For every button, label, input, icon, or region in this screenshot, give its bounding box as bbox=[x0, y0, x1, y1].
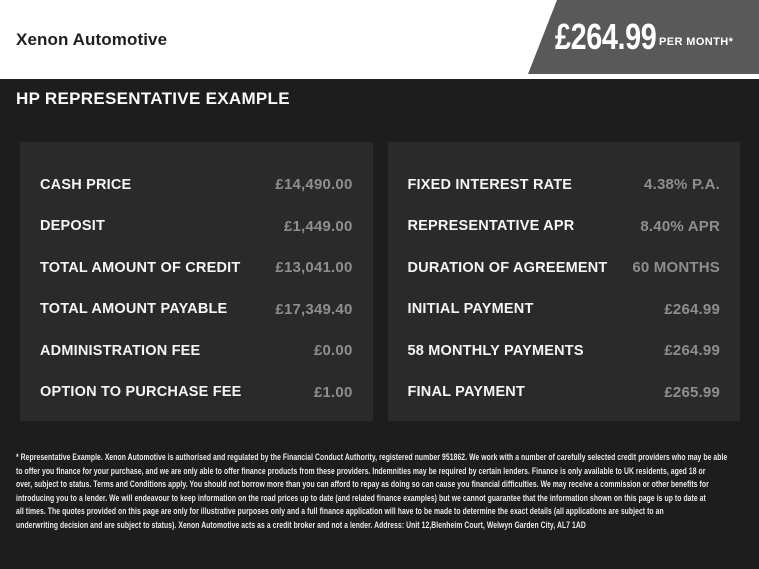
finance-panels: CASH PRICE £14,490.00 DEPOSIT £1,449.00 … bbox=[20, 142, 740, 421]
monthly-price-amount: £264.99 bbox=[555, 16, 657, 57]
main-section: HP REPRESENTATIVE EXAMPLE CASH PRICE £14… bbox=[0, 79, 759, 569]
row-label: DURATION OF AGREEMENT bbox=[407, 259, 608, 276]
disclaimer-line: * Representative Example. Xenon Automoti… bbox=[16, 452, 728, 462]
finance-row-final-payment: FINAL PAYMENT £265.99 bbox=[408, 372, 721, 414]
row-value: £265.99 bbox=[664, 383, 720, 401]
row-label: REPRESENTATIVE APR bbox=[407, 218, 575, 235]
row-value: £264.99 bbox=[664, 300, 720, 318]
header: Xenon Automotive £264.99 PER MONTH* bbox=[0, 0, 759, 79]
row-value: £1,449.00 bbox=[283, 217, 353, 235]
finance-row-fixed-interest-rate: FIXED INTEREST RATE 4.38% P.A. bbox=[408, 164, 721, 206]
row-value: £13,041.00 bbox=[275, 259, 353, 277]
disclaimer-line: to offer you finance for your purchase, … bbox=[16, 465, 706, 476]
disclaimer-line: introducing you to a lender. We will end… bbox=[16, 492, 706, 503]
finance-row-initial-payment: INITIAL PAYMENT £264.99 bbox=[408, 289, 721, 331]
row-value: £14,490.00 bbox=[275, 176, 353, 194]
row-value: £264.99 bbox=[664, 342, 720, 360]
finance-panel-left: CASH PRICE £14,490.00 DEPOSIT £1,449.00 … bbox=[20, 142, 373, 421]
finance-row-representative-apr: REPRESENTATIVE APR 8.40% APR bbox=[408, 206, 721, 248]
disclaimer-line: underwriting decision and are subject to… bbox=[16, 519, 586, 530]
row-value: £17,349.40 bbox=[275, 300, 353, 318]
finance-panel-right: FIXED INTEREST RATE 4.38% P.A. REPRESENT… bbox=[387, 142, 740, 421]
row-label: 58 MONTHLY PAYMENTS bbox=[407, 342, 584, 359]
finance-row-deposit: DEPOSIT £1,449.00 bbox=[40, 206, 353, 248]
row-label: ADMINISTRATION FEE bbox=[40, 342, 201, 359]
finance-row-total-credit: TOTAL AMOUNT OF CREDIT £13,041.00 bbox=[40, 247, 353, 289]
finance-row-admin-fee: ADMINISTRATION FEE £0.00 bbox=[40, 330, 353, 372]
row-label: CASH PRICE bbox=[40, 176, 132, 193]
row-label: FIXED INTEREST RATE bbox=[407, 176, 573, 193]
row-value: 60 MONTHS bbox=[632, 259, 720, 277]
row-label: TOTAL AMOUNT OF CREDIT bbox=[40, 259, 241, 276]
finance-row-monthly-payments: 58 MONTHLY PAYMENTS £264.99 bbox=[408, 330, 721, 372]
row-label: FINAL PAYMENT bbox=[407, 384, 526, 401]
row-label: TOTAL AMOUNT PAYABLE bbox=[40, 301, 228, 318]
finance-row-duration: DURATION OF AGREEMENT 60 MONTHS bbox=[408, 247, 721, 289]
row-value: £1.00 bbox=[313, 383, 353, 401]
finance-row-total-payable: TOTAL AMOUNT PAYABLE £17,349.40 bbox=[40, 289, 353, 331]
finance-row-option-to-purchase-fee: OPTION TO PURCHASE FEE £1.00 bbox=[40, 372, 353, 414]
row-label: OPTION TO PURCHASE FEE bbox=[40, 384, 242, 401]
row-value: £0.00 bbox=[313, 342, 353, 360]
page-title: HP REPRESENTATIVE EXAMPLE bbox=[16, 89, 290, 108]
row-label: DEPOSIT bbox=[40, 218, 106, 235]
disclaimer-line: over, subject to status. Terms and Condi… bbox=[16, 479, 709, 489]
brand-name: Xenon Automotive bbox=[16, 29, 168, 49]
row-value: 4.38% P.A. bbox=[644, 176, 720, 194]
disclaimer-line: all times. The quotes provided on this p… bbox=[16, 506, 664, 516]
price-banner: £264.99 PER MONTH* bbox=[528, 0, 759, 74]
row-label: INITIAL PAYMENT bbox=[407, 301, 534, 318]
monthly-price-period: PER MONTH* bbox=[659, 36, 734, 48]
finance-row-cash-price: CASH PRICE £14,490.00 bbox=[40, 164, 353, 206]
disclaimer: * Representative Example. Xenon Automoti… bbox=[16, 451, 753, 532]
row-value: 8.40% APR bbox=[640, 217, 720, 235]
